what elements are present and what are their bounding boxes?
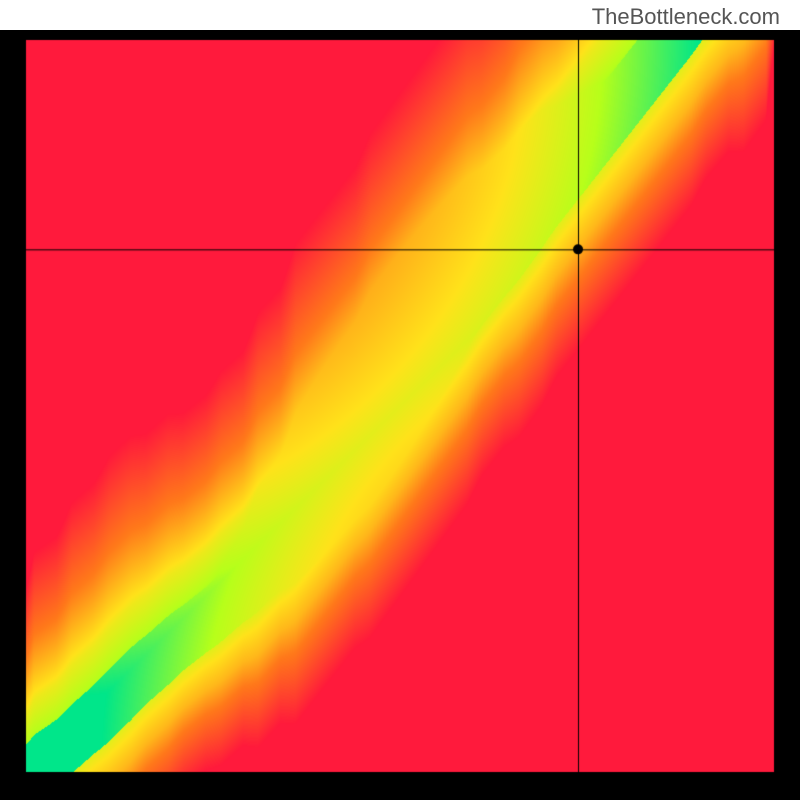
outer-frame (0, 30, 800, 800)
chart-container: TheBottleneck.com (0, 0, 800, 800)
heatmap-canvas (0, 30, 800, 800)
watermark-label: TheBottleneck.com (592, 4, 780, 30)
